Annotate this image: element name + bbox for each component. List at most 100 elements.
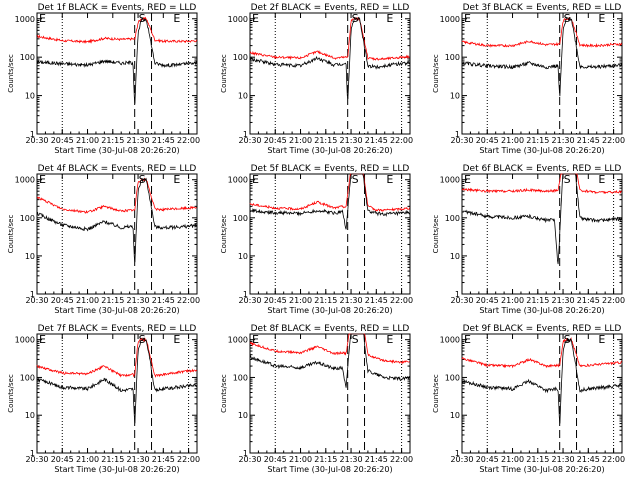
- marker-letter: E: [39, 333, 46, 346]
- y-tick-label: 10: [450, 252, 460, 261]
- marker-letter: E: [598, 333, 605, 346]
- y-tick-label: 10: [238, 411, 248, 420]
- x-tick-label: 20:45: [51, 296, 74, 305]
- series-events-line: [36, 337, 197, 424]
- panel-title: Det 5f BLACK = Events, RED = LLD: [251, 164, 410, 174]
- y-axis-label: Counts/sec: [432, 54, 440, 93]
- x-tick-label: 20:45: [264, 296, 287, 305]
- y-tick-label: 100: [233, 53, 248, 62]
- x-tick-label: 21:30: [127, 296, 150, 305]
- x-tick-label: 21:45: [152, 296, 175, 305]
- y-tick-label: 100: [20, 214, 35, 223]
- y-axis-label: Counts/sec: [7, 215, 15, 254]
- x-tick-label: 21:45: [152, 136, 175, 145]
- panel-title: Det 6f BLACK = Events, RED = LLD: [463, 164, 622, 174]
- y-tick-label: 1: [455, 449, 460, 458]
- y-tick-label: 1000: [440, 336, 460, 345]
- x-tick-label: 21:15: [314, 296, 337, 305]
- marker-letter: E: [386, 173, 393, 186]
- marker-letter: E: [464, 12, 471, 25]
- x-tick-label: 21:15: [101, 136, 124, 145]
- y-tick-label: 1: [243, 290, 248, 299]
- y-tick-label: 100: [233, 373, 248, 382]
- y-tick-label: 100: [233, 214, 248, 223]
- x-tick-label: 21:15: [101, 296, 124, 305]
- y-tick-label: 10: [238, 252, 248, 261]
- x-tick-label: 21:15: [526, 136, 549, 145]
- y-tick-label: 1: [455, 290, 460, 299]
- x-tick-label: 21:30: [340, 296, 363, 305]
- marker-letter: E: [252, 333, 259, 346]
- x-tick-label: 20:30: [450, 296, 473, 305]
- plot-frame: [36, 173, 198, 295]
- x-tick-label: 21:30: [552, 455, 575, 464]
- x-tick-label: 20:30: [238, 296, 261, 305]
- x-tick-label: 21:45: [365, 455, 388, 464]
- panel-title: Det 2f BLACK = Events, RED = LLD: [251, 3, 410, 13]
- marker-letter: E: [386, 333, 393, 346]
- y-tick-label: 1000: [228, 15, 248, 24]
- x-tick-label: 21:30: [127, 136, 150, 145]
- y-axis-label: Counts/sec: [432, 374, 440, 413]
- series-events-line: [461, 173, 622, 265]
- plot-frame: [461, 333, 623, 454]
- series-events-line: [249, 16, 411, 100]
- panel-title: Det 4f BLACK = Events, RED = LLD: [38, 164, 197, 174]
- x-tick-label: 21:45: [365, 136, 388, 145]
- x-tick-label: 22:00: [390, 136, 413, 145]
- x-tick-label: 20:30: [25, 136, 48, 145]
- x-tick-label: 21:00: [76, 296, 99, 305]
- x-tick-label: 20:45: [476, 296, 499, 305]
- marker-letter: E: [464, 333, 471, 346]
- x-tick-label: 20:30: [450, 455, 473, 464]
- y-tick-label: 1: [243, 130, 248, 139]
- x-tick-label: 20:45: [264, 455, 287, 464]
- series-lld-line: [249, 333, 410, 365]
- y-tick-label: 100: [445, 214, 460, 223]
- series-events-line: [36, 17, 198, 104]
- plot-frame: [249, 333, 411, 454]
- y-tick-label: 1: [243, 449, 248, 458]
- marker-letter: E: [39, 173, 46, 186]
- x-tick-label: 20:45: [264, 136, 287, 145]
- y-tick-label: 1: [30, 130, 35, 139]
- y-tick-label: 1: [455, 130, 460, 139]
- x-tick-label: 21:00: [76, 455, 99, 464]
- y-tick-label: 100: [445, 53, 460, 62]
- x-tick-label: 22:00: [602, 136, 625, 145]
- x-tick-label: 21:30: [340, 136, 363, 145]
- x-tick-label: 20:45: [476, 455, 499, 464]
- series-lld-line: [36, 177, 197, 214]
- x-tick-label: 21:45: [152, 455, 175, 464]
- y-axis-label: Counts/sec: [7, 374, 15, 413]
- y-tick-label: 10: [25, 252, 35, 261]
- y-tick-label: 100: [20, 373, 35, 382]
- y-tick-label: 1000: [440, 15, 460, 24]
- series-events-line: [249, 173, 410, 230]
- x-tick-label: 21:15: [526, 455, 549, 464]
- x-axis-label: Start Time (30-Jul-08 20:26:20): [267, 146, 392, 155]
- series-events-line: [461, 16, 623, 97]
- y-tick-label: 100: [445, 373, 460, 382]
- marker-letter: E: [173, 12, 180, 25]
- y-tick-label: 1000: [228, 336, 248, 345]
- x-tick-label: 22:00: [390, 296, 413, 305]
- series-events-line: [249, 333, 410, 388]
- y-tick-label: 1000: [15, 336, 35, 345]
- x-tick-label: 21:30: [340, 455, 363, 464]
- x-tick-label: 20:30: [25, 455, 48, 464]
- y-tick-label: 10: [238, 92, 248, 101]
- y-tick-label: 10: [450, 411, 460, 420]
- x-tick-label: 21:00: [501, 136, 524, 145]
- x-tick-label: 21:00: [501, 455, 524, 464]
- marker-letter: E: [252, 12, 259, 25]
- x-tick-label: 21:00: [76, 136, 99, 145]
- plot-frame: [36, 333, 198, 454]
- y-tick-label: 10: [25, 411, 35, 420]
- x-axis-label: Start Time (30-Jul-08 20:26:20): [267, 465, 392, 474]
